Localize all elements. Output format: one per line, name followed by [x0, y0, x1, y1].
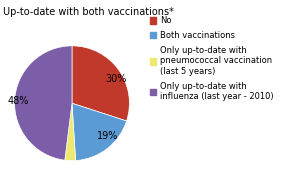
Wedge shape [72, 46, 129, 121]
Wedge shape [65, 103, 76, 161]
Text: 19%: 19% [97, 131, 119, 141]
Wedge shape [72, 103, 127, 160]
Wedge shape [15, 46, 72, 160]
Text: 30%: 30% [105, 74, 127, 84]
Legend: No, Both vaccinations, Only up-to-date with
pneumococcal vaccination
(last 5 yea: No, Both vaccinations, Only up-to-date w… [148, 15, 275, 103]
Text: Up-to-date with both vaccinations*: Up-to-date with both vaccinations* [3, 7, 174, 17]
Text: 48%: 48% [7, 96, 29, 106]
